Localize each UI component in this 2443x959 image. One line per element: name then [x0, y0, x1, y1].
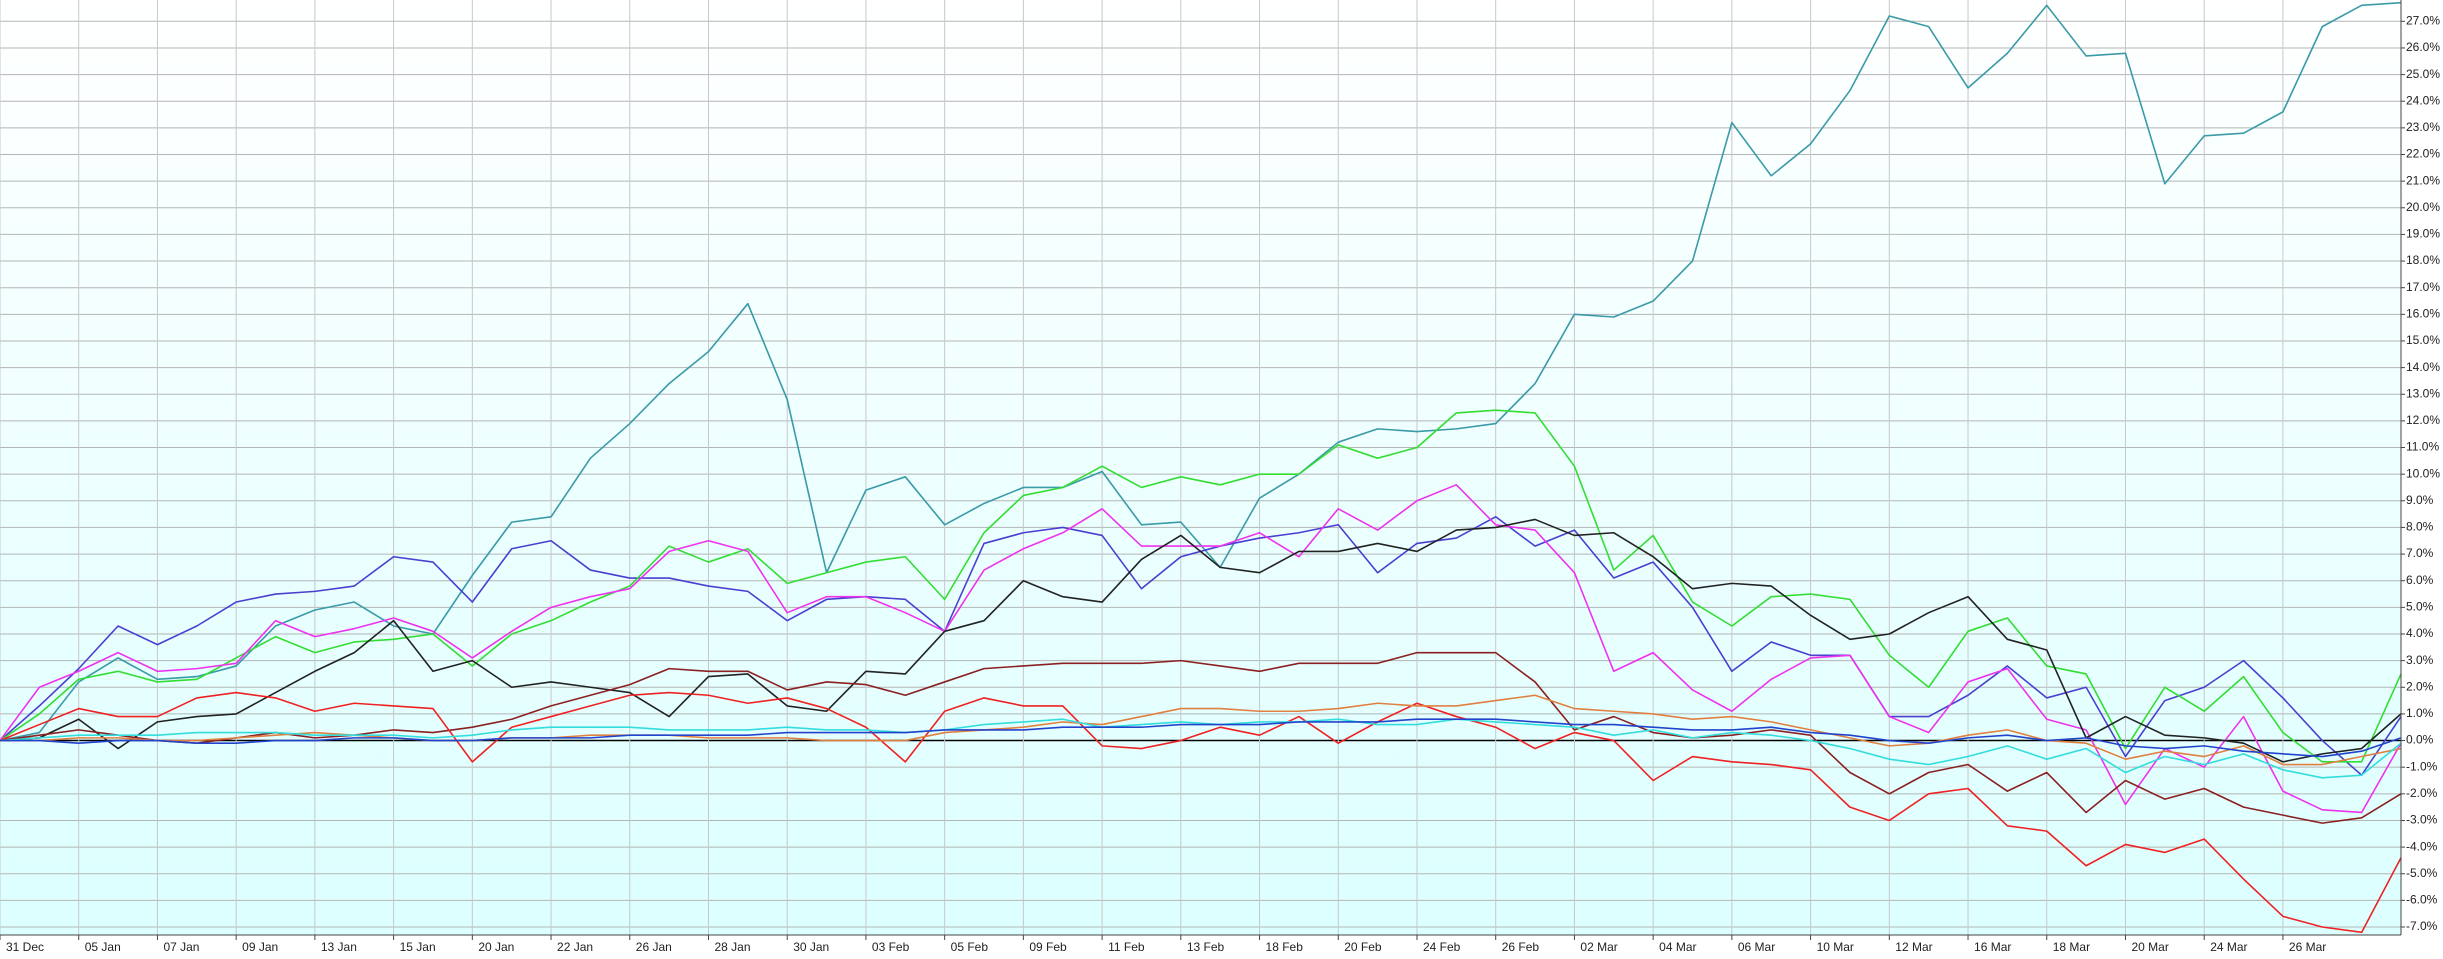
x-tick-label: 07 Jan — [163, 940, 199, 954]
y-tick-label: 8.0% — [2406, 520, 2434, 534]
y-tick-label: 12.0% — [2406, 413, 2440, 427]
y-tick-label: 22.0% — [2406, 147, 2440, 161]
series-line — [0, 1, 2402, 742]
x-tick-label: 13 Jan — [321, 940, 357, 954]
x-tick-label: 18 Mar — [2053, 940, 2090, 954]
x-tick-label: 26 Feb — [1502, 940, 1540, 954]
x-tick-label: 28 Jan — [714, 940, 750, 954]
y-tick-label: -6.0% — [2406, 893, 2438, 907]
x-tick-label: 18 Feb — [1266, 940, 1304, 954]
y-tick-label: 1.0% — [2406, 706, 2434, 720]
x-tick-label: 22 Jan — [557, 940, 593, 954]
y-tick-label: 23.0% — [2406, 120, 2440, 134]
x-tick-label: 04 Mar — [1659, 940, 1696, 954]
y-tick-label: 10.0% — [2406, 466, 2440, 480]
y-tick-label: 13.0% — [2406, 386, 2440, 400]
series-line — [0, 409, 2402, 763]
y-tick-label: 7.0% — [2406, 546, 2434, 560]
y-tick-label: -3.0% — [2406, 813, 2438, 827]
y-tick-label: 5.0% — [2406, 600, 2434, 614]
y-tick-label: -2.0% — [2406, 786, 2438, 800]
y-tick-label: 14.0% — [2406, 360, 2440, 374]
y-tick-label: 27.0% — [2406, 13, 2440, 27]
y-tick-label: 21.0% — [2406, 173, 2440, 187]
y-tick-label: 24.0% — [2406, 93, 2440, 107]
series-line — [0, 718, 2402, 758]
x-tick-label: 24 Mar — [2210, 940, 2247, 954]
x-tick-label: 02 Mar — [1580, 940, 1617, 954]
x-tick-label: 13 Feb — [1187, 940, 1225, 954]
series-line — [0, 518, 2402, 763]
x-tick-label: 30 Jan — [793, 940, 829, 954]
lines — [0, 1, 2402, 934]
x-tick-label: 26 Mar — [2289, 940, 2326, 954]
x-tick-label: 03 Feb — [872, 940, 910, 954]
x-tick-label: 15 Jan — [400, 940, 436, 954]
x-tick-label: 31 Dec — [6, 940, 44, 954]
y-tick-label: -7.0% — [2406, 919, 2438, 933]
y-tick-label: 25.0% — [2406, 67, 2440, 81]
x-tick-label: 20 Mar — [2131, 940, 2168, 954]
plot-background — [0, 0, 2401, 935]
y-tick-label: 20.0% — [2406, 200, 2440, 214]
series-line — [0, 691, 2402, 934]
x-tick-label: 16 Mar — [1974, 940, 2011, 954]
y-tick-label: 2.0% — [2406, 679, 2434, 693]
x-tick-label: 12 Mar — [1895, 940, 1932, 954]
x-tick-label: 05 Feb — [951, 940, 989, 954]
x-tick-label: 24 Feb — [1423, 940, 1461, 954]
x-tick-label: 26 Jan — [636, 940, 672, 954]
y-tick-label: 17.0% — [2406, 280, 2440, 294]
x-tick-label: 05 Jan — [85, 940, 121, 954]
grid — [0, 0, 2401, 935]
y-tick-label: -1.0% — [2406, 759, 2438, 773]
x-tick-label: 20 Feb — [1344, 940, 1382, 954]
y-tick-label: 6.0% — [2406, 573, 2434, 587]
x-tick-label: 09 Feb — [1029, 940, 1067, 954]
x-tick-label: 10 Mar — [1817, 940, 1854, 954]
y-tick-label: 11.0% — [2406, 440, 2439, 454]
y-tick-label: -5.0% — [2406, 866, 2438, 880]
y-tick-label: 3.0% — [2406, 653, 2434, 667]
x-tick-label: 11 Feb — [1108, 940, 1145, 954]
y-tick-label: -4.0% — [2406, 839, 2438, 853]
y-tick-label: 26.0% — [2406, 40, 2440, 54]
y-tick-label: 15.0% — [2406, 333, 2440, 347]
y-tick-label: 4.0% — [2406, 626, 2434, 640]
x-tick-label: 09 Jan — [242, 940, 278, 954]
y-tick-label: 0.0% — [2406, 733, 2434, 747]
y-tick-label: 9.0% — [2406, 493, 2434, 507]
y-tick-label: 18.0% — [2406, 253, 2440, 267]
series-line — [0, 484, 2402, 814]
x-tick-label: 06 Mar — [1738, 940, 1775, 954]
series-line — [0, 651, 2402, 824]
y-tick-label: 16.0% — [2406, 307, 2440, 321]
series-line — [0, 718, 2402, 779]
y-tick-label: 19.0% — [2406, 227, 2440, 241]
x-tick-label: 20 Jan — [478, 940, 514, 954]
